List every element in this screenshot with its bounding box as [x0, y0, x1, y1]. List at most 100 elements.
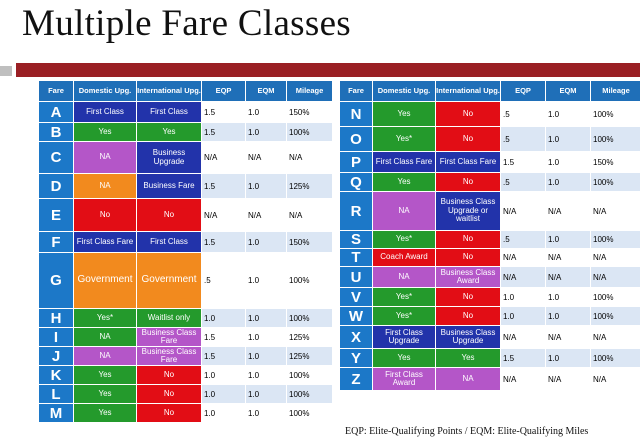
mileage-cell: 150%: [287, 232, 332, 252]
mileage-header: Mileage: [591, 81, 640, 101]
eqm-cell: 1.0: [246, 253, 286, 308]
table-row: I NA Business Class Fare 1.5 1.0 125%: [39, 328, 332, 346]
eqp-cell: N/A: [202, 142, 245, 173]
eqp-cell: 1.5: [202, 174, 245, 198]
international-upgrade-cell: Business Class Upgrade: [436, 326, 500, 348]
mileage-cell: N/A: [591, 192, 640, 230]
mileage-cell: 150%: [287, 102, 332, 122]
eqp-cell: 1.0: [202, 309, 245, 327]
international-upgrade-cell: Waitlist only: [137, 309, 201, 327]
domestic-upgrade-cell: Coach Award: [373, 249, 435, 266]
table-row: G Government Government .5 1.0 100%: [39, 253, 332, 308]
fare-code-cell: Z: [340, 368, 372, 390]
fare-code-cell: B: [39, 123, 73, 141]
domestic-upgrade-cell: NA: [74, 142, 136, 173]
fare-code-cell: J: [39, 347, 73, 365]
eqp-cell: .5: [501, 102, 545, 126]
domestic-upgrade-cell: Yes: [373, 349, 435, 367]
international-upgrade-cell: Government: [137, 253, 201, 308]
table-header-row: Fare Domestic Upg. International Upg. EQP EQ…: [39, 81, 332, 101]
fare-code-cell: V: [340, 288, 372, 306]
eqm-cell: 1.0: [546, 288, 590, 306]
fare-code-cell: S: [340, 231, 372, 248]
table-header-row: Fare Domestic Upg. International Upg. EQP EQ…: [340, 81, 640, 101]
fare-code-cell: R: [340, 192, 372, 230]
fare-code-cell: F: [39, 232, 73, 252]
eqm-cell: N/A: [546, 267, 590, 287]
eqp-cell: N/A: [202, 199, 245, 231]
table-row: A First Class First Class 1.5 1.0 150%: [39, 102, 332, 122]
fare-header: Fare: [340, 81, 372, 101]
mileage-cell: N/A: [287, 142, 332, 173]
table-row: Y Yes Yes 1.5 1.0 100%: [340, 349, 640, 367]
mileage-cell: 100%: [591, 307, 640, 325]
fare-table-left: Fare Domestic Upg. International Upg. EQP EQ…: [38, 80, 333, 423]
table-row: J NA Business Class Fare 1.5 1.0 125%: [39, 347, 332, 365]
international-upgrade-cell: Yes: [137, 123, 201, 141]
eqp-cell: N/A: [501, 267, 545, 287]
mileage-cell: 100%: [287, 123, 332, 141]
domestic-upgrade-cell: Yes*: [373, 127, 435, 151]
eqp-cell: 1.0: [501, 307, 545, 325]
domestic-upgrade-cell: Yes*: [373, 307, 435, 325]
table-row: K Yes No 1.0 1.0 100%: [39, 366, 332, 384]
eqp-cell: 1.5: [202, 232, 245, 252]
domestic-upgrade-cell: Yes: [373, 173, 435, 191]
eqm-cell: 1.0: [246, 328, 286, 346]
eqp-cell: .5: [202, 253, 245, 308]
international-upg-header: International Upg.: [436, 81, 500, 101]
mileage-cell: 100%: [287, 366, 332, 384]
fare-code-cell: L: [39, 385, 73, 403]
fare-code-cell: M: [39, 404, 73, 422]
fare-code-cell: K: [39, 366, 73, 384]
domestic-upgrade-cell: Yes*: [373, 231, 435, 248]
eqm-cell: 1.0: [246, 404, 286, 422]
international-upgrade-cell: No: [137, 385, 201, 403]
domestic-upgrade-cell: NA: [373, 192, 435, 230]
mileage-cell: 100%: [591, 231, 640, 248]
table-row: L Yes No 1.0 1.0 100%: [39, 385, 332, 403]
international-upgrade-cell: First Class: [137, 232, 201, 252]
table-row: H Yes* Waitlist only 1.0 1.0 100%: [39, 309, 332, 327]
domestic-upgrade-cell: First Class Fare: [74, 232, 136, 252]
mileage-cell: 125%: [287, 328, 332, 346]
domestic-upgrade-cell: Yes: [74, 385, 136, 403]
mileage-cell: 100%: [591, 102, 640, 126]
eqp-cell: 1.0: [501, 288, 545, 306]
table-row: E No No N/A N/A N/A: [39, 199, 332, 231]
domestic-upgrade-cell: NA: [74, 174, 136, 198]
fare-code-cell: N: [340, 102, 372, 126]
fare-code-cell: O: [340, 127, 372, 151]
international-upgrade-cell: NA: [436, 368, 500, 390]
international-upgrade-cell: No: [436, 288, 500, 306]
table-row: S Yes* No .5 1.0 100%: [340, 231, 640, 248]
slide-title: Multiple Fare Classes: [22, 3, 351, 44]
international-upgrade-cell: First Class: [137, 102, 201, 122]
eqp-cell: N/A: [501, 326, 545, 348]
mileage-header: Mileage: [287, 81, 332, 101]
table-row: R NA Business Class Upgrade or waitlist N/A…: [340, 192, 640, 230]
table-row: V Yes* No 1.0 1.0 100%: [340, 288, 640, 306]
fare-code-cell: H: [39, 309, 73, 327]
eqm-cell: N/A: [546, 326, 590, 348]
international-upgrade-cell: Business Class Upgrade or waitlist: [436, 192, 500, 230]
domestic-upgrade-cell: First Class: [74, 102, 136, 122]
eqm-cell: 1.0: [546, 231, 590, 248]
mileage-cell: N/A: [591, 368, 640, 390]
table-row: Q Yes No .5 1.0 100%: [340, 173, 640, 191]
fare-code-cell: Q: [340, 173, 372, 191]
eqm-cell: 1.0: [546, 349, 590, 367]
fare-code-cell: I: [39, 328, 73, 346]
table-row: N Yes No .5 1.0 100%: [340, 102, 640, 126]
eqm-cell: 1.0: [246, 102, 286, 122]
eqm-cell: 1.0: [546, 152, 590, 172]
table-row: W Yes* No 1.0 1.0 100%: [340, 307, 640, 325]
domestic-upgrade-cell: Yes: [74, 123, 136, 141]
table-row: O Yes* No .5 1.0 100%: [340, 127, 640, 151]
domestic-upgrade-cell: No: [74, 199, 136, 231]
eqp-cell: 1.5: [202, 328, 245, 346]
fare-code-cell: Y: [340, 349, 372, 367]
eqp-cell: 1.5: [202, 123, 245, 141]
mileage-cell: 100%: [591, 127, 640, 151]
domestic-upgrade-cell: First Class Upgrade: [373, 326, 435, 348]
